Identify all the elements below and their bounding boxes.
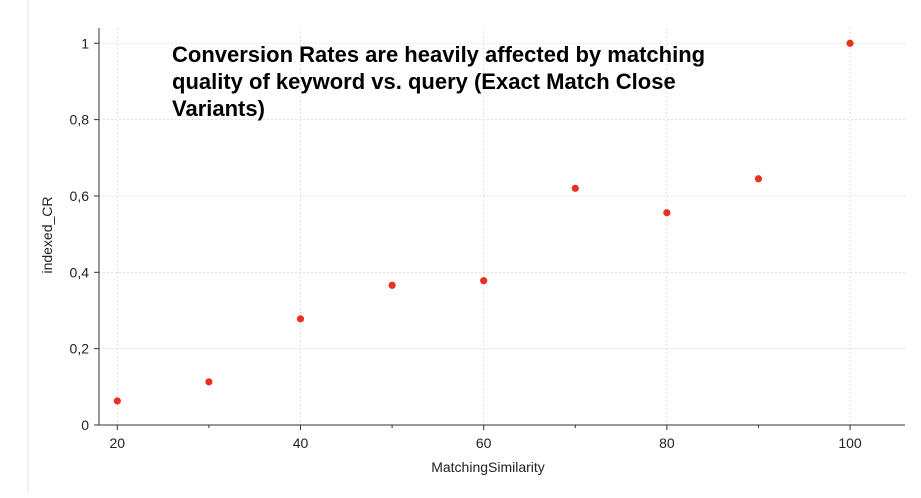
x-tick-label-2: 60 — [476, 435, 492, 451]
y-tick-label-2: 0,4 — [70, 264, 90, 280]
data-point-0-2 — [296, 315, 305, 323]
x-tick-label-0: 20 — [110, 435, 126, 451]
data-point-0-5 — [571, 184, 579, 192]
title-layer: Conversion Rates are heavily affected by… — [172, 42, 705, 121]
x-axis-title: MatchingSimilarity — [431, 459, 545, 475]
y-tick-label-3: 0,6 — [70, 188, 90, 204]
point-layer — [113, 39, 854, 405]
data-point-0-7 — [754, 175, 763, 183]
data-point-0-3 — [388, 281, 396, 289]
y-axis-title: indexed_CR — [39, 196, 55, 273]
data-point-0-1 — [205, 378, 213, 386]
x-tick-label-3: 80 — [659, 435, 675, 451]
y-tick-label-4: 0,8 — [70, 112, 90, 128]
y-tick-label-0: 0 — [81, 417, 89, 433]
x-tick-label-4: 100 — [838, 435, 862, 451]
axis-layer — [98, 28, 905, 426]
tick-layer: 0 0,2 0,4 0,6 0,8 1 20 40 60 80 100 — [70, 35, 862, 451]
chart-title-line-0: Conversion Rates are heavily affected by… — [172, 42, 705, 67]
data-point-0-0 — [113, 397, 121, 405]
y-tick-label-1: 0,2 — [70, 341, 90, 357]
data-point-0-4 — [480, 277, 488, 285]
y-tick-label-5: 1 — [81, 35, 89, 51]
data-point-0-6 — [663, 209, 671, 217]
chart-title-line-2: Variants) — [172, 96, 265, 121]
chart-title-line-1: quality of keyword vs. query (Exact Matc… — [172, 69, 676, 94]
x-tick-label-1: 40 — [293, 435, 309, 451]
data-point-0-8 — [846, 39, 854, 47]
